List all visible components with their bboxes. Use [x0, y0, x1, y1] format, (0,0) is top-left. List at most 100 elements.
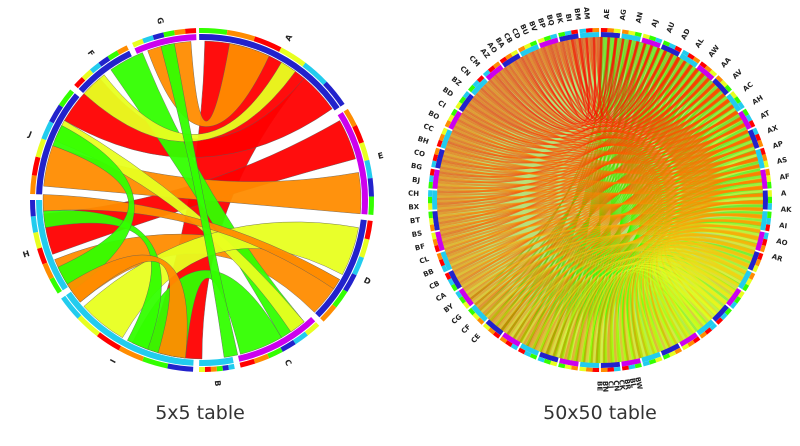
- segment-band: [681, 343, 690, 351]
- segment-label: G: [155, 17, 165, 25]
- segment-band: [628, 30, 636, 36]
- segment-arc: [600, 32, 621, 39]
- segment-label: AC: [741, 81, 754, 94]
- segment-band: [216, 365, 223, 372]
- segment-band: [767, 181, 772, 189]
- segment-band: [428, 181, 433, 189]
- segment-label: CF: [460, 323, 473, 336]
- segment-label: BU: [518, 23, 530, 37]
- segment-band: [431, 160, 437, 168]
- segment-band: [763, 160, 769, 168]
- segment-label: CB: [428, 279, 441, 291]
- segment-arc: [36, 200, 68, 291]
- segment-band: [760, 244, 766, 253]
- segment-band: [42, 262, 54, 280]
- segment-label: CN: [458, 65, 472, 78]
- segment-band: [253, 36, 282, 52]
- segment-label: AV: [731, 68, 744, 81]
- segment-band: [692, 336, 701, 344]
- segment-label: F: [86, 48, 96, 58]
- segment-band: [668, 350, 677, 358]
- segment-band: [468, 307, 476, 316]
- segment-band: [428, 217, 434, 225]
- segment-arc: [538, 37, 559, 49]
- segment-band: [754, 133, 762, 142]
- segment-label: BW: [633, 376, 644, 390]
- segment-band: [482, 69, 491, 77]
- segment-band: [482, 323, 491, 331]
- segment-band: [198, 27, 228, 35]
- segment-band: [163, 30, 175, 38]
- caption-5x5: 5x5 table: [155, 402, 245, 424]
- segment-label: AS: [776, 156, 788, 166]
- segment-band: [704, 327, 713, 335]
- segment-band: [709, 323, 718, 331]
- segment-label: I: [109, 358, 118, 365]
- segment-arc: [538, 351, 559, 363]
- segment-band: [761, 238, 768, 246]
- segment-band: [332, 289, 348, 308]
- segment-band: [436, 139, 443, 148]
- segment-band: [724, 307, 732, 316]
- segment-band: [564, 30, 572, 36]
- segment-band: [621, 365, 629, 371]
- segment-band: [634, 362, 642, 369]
- segment-arc: [501, 332, 521, 347]
- segment-band: [118, 346, 144, 362]
- segment-band: [174, 28, 186, 36]
- chord-ribbon: [439, 130, 749, 180]
- segment-label: BL: [628, 377, 638, 389]
- segment-band: [441, 127, 448, 136]
- segment-band: [720, 79, 728, 88]
- segment-arc: [519, 44, 540, 57]
- chord-ribbon: [438, 130, 749, 227]
- segment-band: [724, 84, 732, 93]
- chord-ribbon: [554, 38, 625, 121]
- segment-arc: [712, 304, 729, 322]
- segment-band: [537, 37, 546, 44]
- segment-label: BQ: [545, 14, 556, 27]
- segment-label: BM: [573, 8, 582, 21]
- segment-band: [428, 211, 433, 219]
- segment-band: [253, 353, 270, 364]
- segment-band: [642, 33, 651, 40]
- segment-band: [767, 190, 772, 197]
- segment-label: BT: [410, 216, 421, 225]
- segment-band: [428, 196, 433, 204]
- segment-band: [58, 89, 75, 108]
- segment-band: [302, 62, 327, 86]
- segment-band: [436, 252, 443, 261]
- segment-band: [359, 142, 370, 162]
- segment-label: AM: [582, 7, 591, 20]
- chord-ribbon: [449, 172, 762, 265]
- segment-band: [432, 154, 439, 162]
- segment-band: [613, 366, 621, 372]
- segment-band: [428, 175, 434, 183]
- segment-band: [343, 108, 357, 128]
- chord-ribbon: [66, 254, 188, 359]
- segment-label: B: [213, 380, 222, 387]
- segment-label: BK: [554, 12, 564, 25]
- chord-ribbon: [616, 271, 700, 362]
- segment-band: [607, 367, 615, 372]
- segment-band: [359, 238, 370, 258]
- chord-diagram-5x5: A E D C B I H J F G: [22, 17, 385, 387]
- segment-band: [434, 147, 440, 156]
- segment-band: [745, 278, 753, 286]
- segment-band: [37, 247, 48, 265]
- segment-band: [730, 301, 738, 309]
- segment-label: AD: [680, 27, 692, 41]
- chord-ribbon: [83, 62, 296, 142]
- chord-ribbon: [458, 116, 749, 164]
- segment-band: [709, 69, 718, 77]
- chord-ribbon: [637, 270, 695, 351]
- segment-label: BP: [536, 17, 547, 29]
- segment-arc: [78, 50, 132, 93]
- segment-label: BY: [442, 302, 456, 315]
- segment-band: [579, 366, 587, 372]
- segment-band: [765, 224, 771, 232]
- segment-arc: [579, 32, 600, 39]
- segment-band: [35, 138, 47, 158]
- segment-band: [458, 296, 467, 304]
